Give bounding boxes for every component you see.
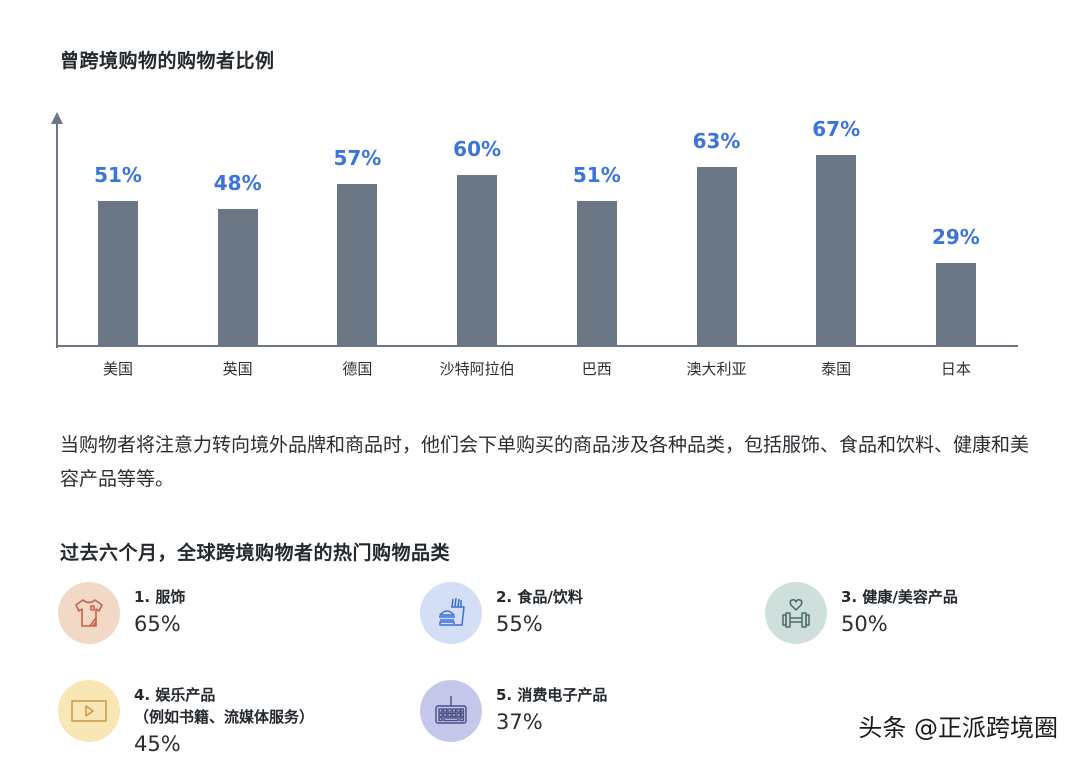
x-tick-label: 泰国	[821, 360, 852, 378]
bar-value-label: 51%	[94, 162, 142, 187]
burger-fries-icon	[420, 582, 482, 644]
section-subtitle: 过去六个月，全球跨境购物者的热门购物品类	[60, 542, 451, 564]
category-percent: 45%	[134, 732, 181, 756]
category-percent: 55%	[496, 612, 543, 636]
chart-title: 曾跨境购物的购物者比例	[60, 50, 275, 72]
bar	[337, 183, 378, 345]
category-name: 4. 娱乐产品	[134, 686, 216, 704]
bar	[935, 262, 976, 345]
bar	[696, 166, 737, 345]
bar-value-label: 57%	[333, 145, 382, 170]
category-item-health-beauty: 3. 健康/美容产品 50%	[765, 582, 958, 644]
category-item-food: 2. 食品/饮料 55%	[420, 582, 583, 644]
bar-value-label: 48%	[213, 171, 262, 196]
y-axis	[56, 122, 58, 348]
tshirt-icon	[58, 582, 120, 644]
bar	[457, 175, 498, 345]
category-name: 5. 消费电子产品	[496, 686, 608, 704]
description-paragraph: 当购物者将注意力转向境外品牌和商品时，他们会下单购买的商品涉及各种品类，包括服饰…	[60, 434, 1030, 490]
x-tick-label: 日本	[940, 360, 971, 378]
x-axis	[56, 345, 1018, 347]
bar-value-label: 29%	[931, 224, 980, 249]
bar-value-label: 63%	[692, 128, 741, 153]
x-tick-label: 美国	[102, 360, 133, 378]
keyboard-icon	[420, 680, 482, 742]
bar	[816, 155, 857, 345]
category-item-apparel: 1. 服饰 65%	[58, 582, 185, 644]
x-tick-label: 澳大利亚	[686, 360, 747, 378]
category-percent: 65%	[134, 612, 181, 636]
x-tick-label: 巴西	[581, 360, 612, 378]
bar-value-label: 67%	[812, 117, 861, 142]
category-name: 3. 健康/美容产品	[841, 588, 958, 606]
category-name: 2. 食品/饮料	[496, 588, 583, 606]
video-play-icon	[58, 680, 120, 742]
category-item-entertainment: 4. 娱乐产品 （例如书籍、流媒体服务） 45%	[58, 680, 314, 758]
heart-dumbbell-icon	[765, 582, 827, 644]
y-axis-arrow	[51, 112, 63, 124]
category-item-electronics: 5. 消费电子产品 37%	[420, 680, 607, 742]
bar-value-label: 51%	[572, 162, 621, 187]
x-tick-label: 德国	[342, 360, 373, 378]
bar	[576, 200, 617, 345]
x-tick-label: 英国	[222, 360, 253, 378]
category-percent: 50%	[841, 612, 888, 636]
bar	[217, 209, 258, 345]
category-name: 1. 服饰	[134, 588, 186, 606]
category-subtext: （例如书籍、流媒体服务）	[134, 708, 315, 726]
x-tick-label: 沙特阿拉伯	[439, 360, 515, 378]
watermark: 头条 @正派跨境圈	[858, 714, 1058, 742]
bar-chart: 51% 美国 48% 英国 57% 德国 60% 沙特阿拉伯 51% 巴西 63% 澳大利亚 67% 泰国…	[51, 112, 1018, 378]
bar	[98, 200, 138, 345]
category-percent: 37%	[496, 710, 543, 734]
bar-value-label: 60%	[453, 137, 502, 162]
